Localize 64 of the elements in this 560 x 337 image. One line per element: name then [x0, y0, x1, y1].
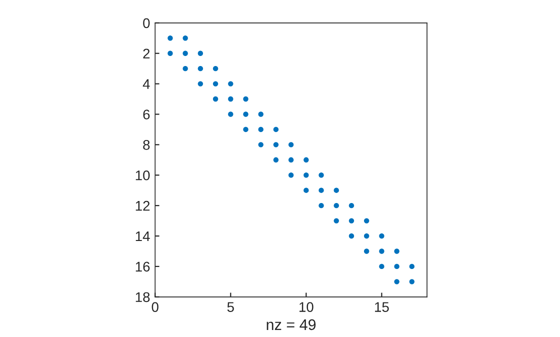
point	[228, 96, 234, 102]
point	[379, 233, 384, 239]
point	[348, 233, 354, 239]
point	[198, 66, 204, 72]
y-tick-label: 12	[136, 200, 150, 211]
y-tick-label: 16	[136, 262, 150, 272]
point	[318, 188, 324, 193]
y-tick-label: 4	[142, 79, 150, 89]
point	[273, 142, 279, 148]
point	[258, 112, 264, 117]
point	[243, 126, 248, 132]
x-tick-label: 5	[227, 302, 234, 312]
point	[182, 36, 188, 41]
point	[318, 172, 324, 178]
y-tick-label: 8	[143, 140, 150, 150]
y-tick-label: 0	[143, 18, 150, 28]
point	[212, 81, 218, 86]
point	[394, 248, 400, 254]
point	[379, 248, 384, 254]
point	[288, 172, 294, 178]
point	[304, 172, 309, 178]
point	[258, 126, 264, 132]
point	[394, 279, 400, 284]
point	[182, 66, 188, 72]
y-tick-label: 2	[143, 48, 150, 58]
y-tick-label: 10	[136, 170, 150, 180]
point	[258, 142, 264, 148]
point	[243, 112, 248, 117]
point	[168, 36, 173, 41]
point	[364, 248, 370, 254]
point	[364, 218, 370, 224]
point	[273, 157, 279, 163]
point	[348, 202, 354, 208]
x-tick-label: 15	[375, 302, 389, 312]
point	[288, 157, 294, 163]
point	[348, 218, 354, 224]
point	[198, 81, 204, 86]
y-tick-label: 6	[143, 110, 150, 120]
x-tick-label: 0	[152, 302, 158, 312]
y-tick-label: 14	[136, 231, 150, 242]
point	[318, 202, 324, 208]
point	[228, 81, 234, 86]
x-tick-label: 10	[300, 302, 314, 312]
point	[273, 126, 279, 132]
point	[334, 188, 339, 193]
point	[409, 279, 414, 284]
point	[288, 142, 294, 148]
point	[334, 202, 339, 208]
point	[304, 188, 309, 193]
point	[182, 50, 188, 56]
point	[198, 50, 204, 56]
point	[409, 264, 414, 270]
point	[364, 233, 370, 239]
point	[243, 96, 248, 102]
point	[212, 66, 218, 72]
point	[168, 50, 173, 56]
point	[228, 112, 234, 117]
point	[304, 157, 309, 163]
y-tick-label: 18	[136, 292, 150, 302]
point	[212, 96, 218, 102]
point	[379, 264, 384, 270]
x-axis-title: nz = 49	[266, 319, 316, 330]
point	[394, 264, 400, 270]
point	[334, 218, 339, 224]
